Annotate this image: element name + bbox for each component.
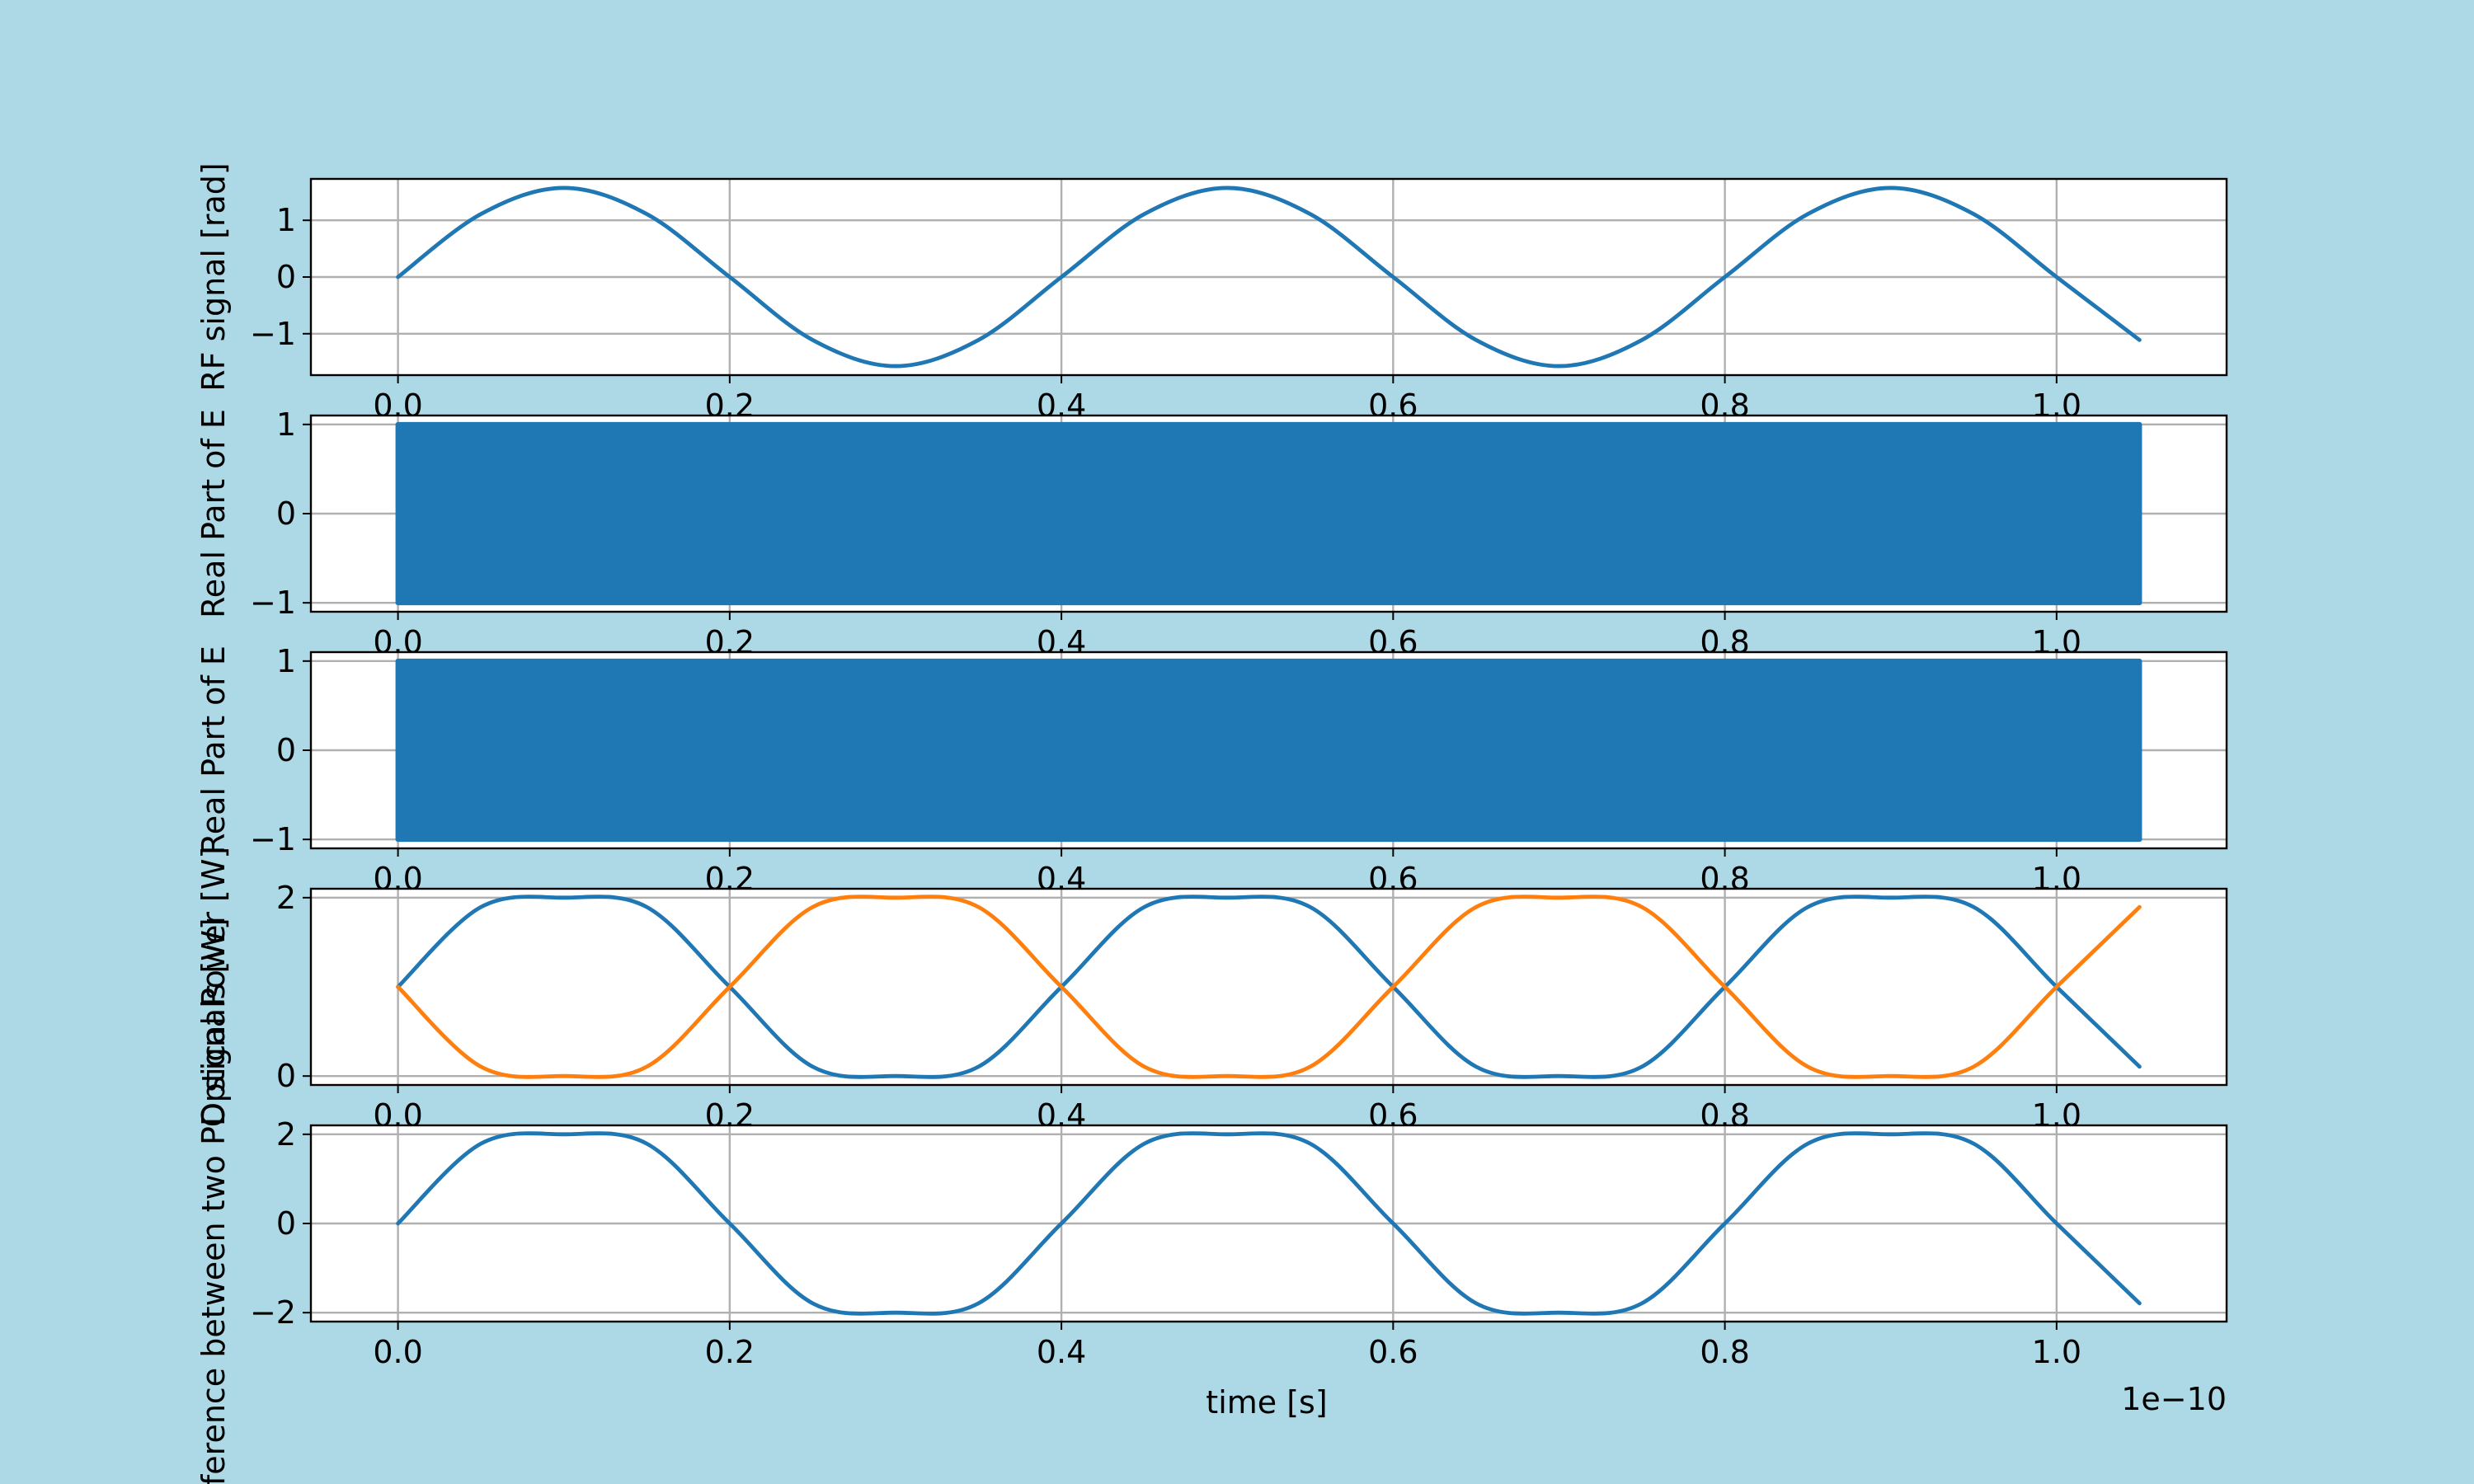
series-line-1 xyxy=(396,1131,2142,1316)
y-tick-label: 0 xyxy=(276,1205,296,1242)
y-axis-label: Difference between two PD signals [W] xyxy=(195,918,232,1484)
y-tick-label: −1 xyxy=(250,821,296,857)
y-axis-label: Real Part of E xyxy=(195,409,232,618)
series-band-1 xyxy=(395,421,2142,606)
y-tick-label: −1 xyxy=(250,585,296,621)
axes-frame xyxy=(309,887,2228,1087)
x-tick-label: 1.0 xyxy=(2032,1334,2081,1370)
y-tick-label: 0 xyxy=(276,1058,296,1094)
y-tick-label: 1 xyxy=(276,643,296,679)
y-tick-label: 2 xyxy=(276,880,296,916)
y-tick-label: −2 xyxy=(250,1294,296,1331)
series-line-1 xyxy=(396,895,2142,1079)
x-tick-label: 0.6 xyxy=(1368,1334,1418,1370)
y-axis-label: Real Part of E xyxy=(195,646,232,855)
y-axis-label: Optical Power [W] xyxy=(195,847,232,1128)
x-tick-label: 0.2 xyxy=(705,1334,755,1370)
y-tick-label: 1 xyxy=(276,406,296,443)
x-axis-label: time [s] xyxy=(1206,1384,1327,1421)
subplot-stack: 0.0 0.2 0.4 0.6 0.8 1.0 −1 0 1 RF signal [rad] 0.0… xyxy=(195,162,2228,1484)
y-tick-label: 0 xyxy=(276,259,296,295)
y-tick-label: −1 xyxy=(250,316,296,352)
y-tick-label: 0 xyxy=(276,732,296,768)
series-line-1 xyxy=(396,186,2142,369)
y-axis-label: RF signal [rad] xyxy=(195,162,232,392)
x-tick-label: 0.4 xyxy=(1037,1334,1086,1370)
x-tick-label: 0.0 xyxy=(373,1334,422,1370)
y-tick-label: 1 xyxy=(276,202,296,238)
axes-background xyxy=(311,889,2227,1085)
subplot-5: 0.0 0.2 0.4 0.6 0.8 1.0 −2 0 2 Difference between… xyxy=(195,918,2228,1484)
x-axis-offset-label: 1e−10 xyxy=(2121,1381,2227,1417)
y-tick-label: 2 xyxy=(276,1116,296,1153)
series-band-1 xyxy=(395,658,2142,843)
y-tick-label: 0 xyxy=(276,495,296,532)
series-line-2 xyxy=(396,895,2142,1079)
x-tick-label: 0.8 xyxy=(1700,1334,1749,1370)
